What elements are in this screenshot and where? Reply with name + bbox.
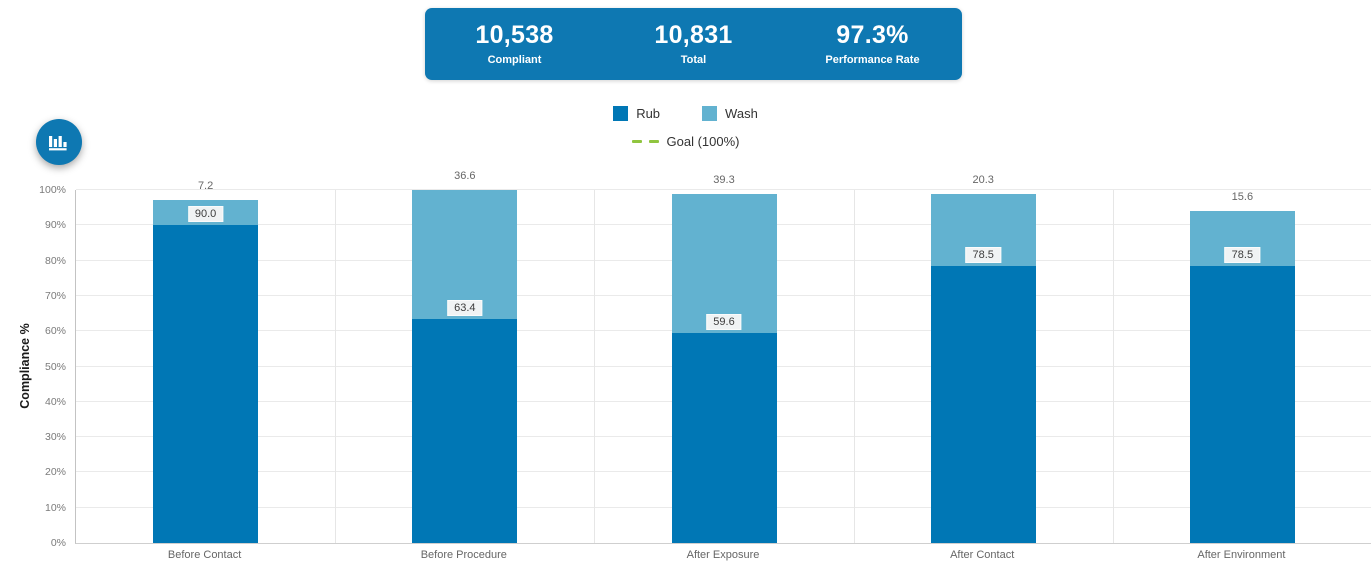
gridline-vertical	[1112, 190, 1114, 543]
x-axis-label: Before Contact	[167, 549, 242, 561]
x-axis-label: Before Procedure	[420, 549, 507, 561]
legend-wash-label: Wash	[725, 106, 758, 121]
legend-goal-label: Goal (100%)	[666, 134, 740, 149]
legend-goal-row: Goal (100%)	[631, 134, 740, 149]
chart-legend: Rub Wash Goal (100%)	[0, 106, 1371, 149]
legend-rub-label: Rub	[636, 106, 661, 121]
wash-value-label: 15.6	[1231, 190, 1254, 203]
stat-total: 10,831 Total	[604, 22, 783, 66]
y-tick-label: 40%	[44, 395, 66, 408]
rub-value-label: 78.5	[1224, 246, 1261, 263]
bar-segment-rub[interactable]	[671, 332, 777, 543]
bar-segment-rub[interactable]	[412, 319, 518, 543]
y-tick-label: 0%	[50, 537, 66, 549]
y-tick-label: 70%	[44, 289, 66, 302]
stat-compliant-label: Compliant	[487, 53, 542, 66]
goal-dash-icon	[631, 140, 659, 143]
bar-segment-wash[interactable]	[412, 190, 518, 320]
legend-item-wash[interactable]: Wash	[702, 106, 758, 121]
stat-compliant-value: 10,538	[475, 21, 554, 50]
wash-swatch-icon	[702, 106, 718, 121]
gridline-vertical	[594, 190, 596, 543]
y-tick-label: 50%	[44, 360, 66, 373]
y-tick-label: 30%	[44, 431, 66, 444]
y-tick-label: 90%	[44, 219, 66, 232]
wash-value-label: 7.2	[197, 179, 214, 192]
plot-area: 7.2 90.0 36.6 63.4 39.3 59.6 20.3 78.5 15.6 78.5	[75, 170, 1371, 544]
bar-segment-wash[interactable]	[671, 193, 777, 333]
x-axis-label: After Environment	[1197, 549, 1286, 561]
bar-segment-rub[interactable]	[930, 265, 1036, 543]
legend-item-goal[interactable]: Goal (100%)	[631, 134, 740, 149]
wash-value-label: 36.6	[454, 170, 476, 182]
y-tick-label: 10%	[44, 501, 66, 514]
rub-value-label: 90.0	[187, 206, 224, 223]
bar-segment-rub[interactable]	[153, 225, 259, 543]
y-tick-label: 20%	[44, 466, 66, 479]
stat-compliant: 10,538 Compliant	[425, 22, 604, 66]
x-axis-label: After Contact	[950, 549, 1015, 561]
stat-total-value: 10,831	[654, 21, 733, 50]
legend-item-rub[interactable]: Rub	[613, 106, 660, 121]
rub-value-label: 59.6	[706, 313, 742, 330]
bar-chart-icon	[48, 132, 70, 152]
summary-band: 10,538 Compliant 10,831 Total 97.3% Perf…	[425, 8, 962, 80]
gridline-vertical	[335, 190, 337, 543]
rub-value-label: 78.5	[965, 246, 1001, 263]
stat-total-label: Total	[680, 53, 707, 66]
chart-type-button[interactable]	[36, 119, 82, 165]
rub-value-label: 63.4	[447, 300, 483, 317]
bar-segment-rub[interactable]	[1189, 265, 1295, 543]
stat-performance-rate: 97.3% Performance Rate	[783, 22, 962, 66]
y-tick-label: 80%	[44, 254, 66, 267]
wash-value-label: 20.3	[972, 174, 994, 187]
rub-swatch-icon	[613, 106, 629, 121]
wash-value-label: 39.3	[713, 173, 735, 186]
gridline-horizontal	[76, 189, 1371, 190]
stat-performance-rate-value: 97.3%	[836, 21, 909, 50]
y-tick-label: 100%	[39, 184, 66, 196]
legend-series-row: Rub Wash	[613, 106, 758, 121]
stat-performance-rate-label: Performance Rate	[825, 53, 920, 66]
x-axis-label: After Exposure	[686, 549, 760, 561]
y-tick-label: 60%	[44, 325, 66, 338]
gridline-vertical	[853, 190, 855, 543]
